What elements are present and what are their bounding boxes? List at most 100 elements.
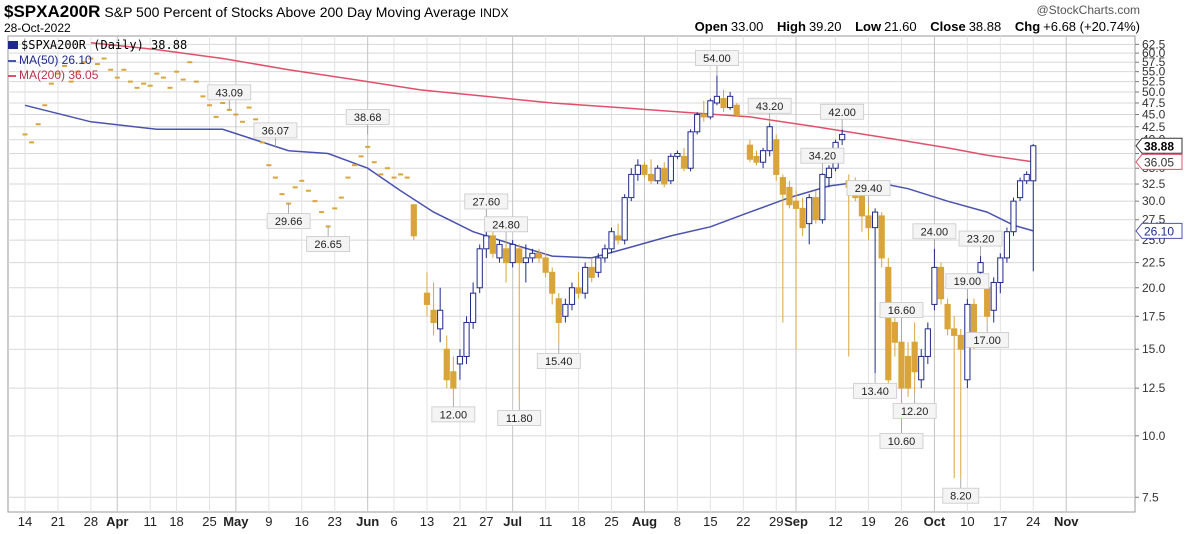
y-tick-label: 32.5 [1142,177,1166,191]
x-tick-label: 14 [18,514,32,529]
candle-body [812,197,819,221]
candle-body [766,126,773,152]
annotation-box [820,103,865,120]
candle-body [437,309,444,330]
x-tick-label: 25 [202,514,216,529]
annotation-box [536,353,581,369]
x-tick-label: Nov [1054,514,1079,529]
chg-label: Chg [1014,19,1041,34]
candle-body [601,248,609,259]
annotation-label: 12.20 [901,406,929,418]
annotation-box [879,302,924,318]
candle-body [733,104,740,116]
annotation-label: 8.20 [950,491,971,503]
x-tick-label: Jun [356,514,379,529]
candle-body [858,193,866,217]
candle-body [872,211,879,229]
candle-body [423,292,431,305]
x-tick-label: 19 [861,514,875,529]
x-tick-label: 12 [828,514,842,529]
candle-body [615,235,622,241]
candle-body [1030,145,1037,182]
y-tick-label: 50.0 [1142,85,1166,99]
candle-body [727,95,734,109]
x-tick-label: 29 [769,514,783,529]
low-label: Low [855,19,882,34]
annotation-label: 36.07 [262,125,290,137]
candle-body [489,235,496,254]
candle-body [562,303,569,317]
x-tick-label: 8 [674,514,681,529]
candle-body [1016,180,1024,199]
annotation-box [846,180,891,196]
chart-header: $SPXA200R S&P 500 Percent of Stocks Above… [4,2,509,22]
annotation-box [958,230,1003,247]
candle-body [825,167,833,179]
candle-body [819,173,826,221]
annotation-label: 23.20 [967,234,995,246]
annotation-label: 15.40 [545,356,573,368]
candle-body [483,235,490,250]
x-tick-label: Oct [924,514,946,529]
x-tick-label: 6 [390,514,397,529]
chart-legend: $SPXA200R (Daily) 38.88 MA(50) 26.10 MA(… [8,38,187,83]
x-tick-label: 22 [736,514,750,529]
candle-body [608,231,615,250]
candle-body [634,164,641,175]
annotation-label: 38.68 [354,112,382,124]
y-tick-label: 15.0 [1142,342,1166,356]
annotation-label: 29.40 [855,183,883,195]
x-tick-label: 11 [143,514,157,529]
low-value: 21.60 [884,19,917,34]
y-tick-label: 55.0 [1142,65,1166,79]
candle-body [898,341,905,389]
value-tag-label: 38.88 [1144,139,1174,153]
ma200-line [90,41,1034,163]
annotation-label: 24.80 [492,219,520,231]
candle-body [582,266,589,294]
annotation-label: 34.20 [809,151,837,163]
legend-main: $SPXA200R (Daily) 38.88 [8,38,187,53]
annotation-box [253,122,298,139]
plot-frame [7,35,1136,513]
candle-body [621,197,628,241]
x-tick-label: 21 [51,514,65,529]
y-tick-label: 22.5 [1142,256,1166,270]
annotation-box [497,410,542,426]
annotation-label: 13.40 [861,386,889,398]
candle-body [680,155,688,169]
candle-body [786,186,793,206]
annotation-label: 43.09 [216,87,244,99]
annotation-label: 26.65 [314,239,342,251]
candle-body [931,266,938,305]
annotation-box [431,406,476,423]
candle-body [549,271,556,294]
chart-date: 28-Oct-2022 [4,21,71,35]
candle-body [713,95,721,104]
candle-body [568,287,576,305]
x-tick-label: 18 [169,514,183,529]
y-tick-label: 52.5 [1142,75,1166,89]
open-label: Open [694,19,728,34]
candle-body [911,341,918,373]
candle-body [667,155,674,182]
candle-body [647,173,655,182]
value-tag-box [1135,222,1183,239]
exchange: INDX [479,6,509,20]
close-label: Close [930,19,966,34]
x-tick-label: 9 [265,514,272,529]
annotation-label: 54.00 [703,53,731,65]
x-tick-label: 24 [1026,514,1040,529]
annotation-box [747,97,792,114]
candle-body [443,348,450,381]
candle-body [516,248,523,264]
y-tick-label: 7.5 [1142,490,1159,504]
candle-body [924,328,931,357]
annotation-label: 19.00 [954,276,982,288]
candle-body [641,164,648,175]
candle-body [430,309,437,323]
y-tick-label: 62.5 [1142,37,1166,51]
symbol: $SPXA200R [4,2,101,21]
x-tick-label: 27 [479,514,493,529]
